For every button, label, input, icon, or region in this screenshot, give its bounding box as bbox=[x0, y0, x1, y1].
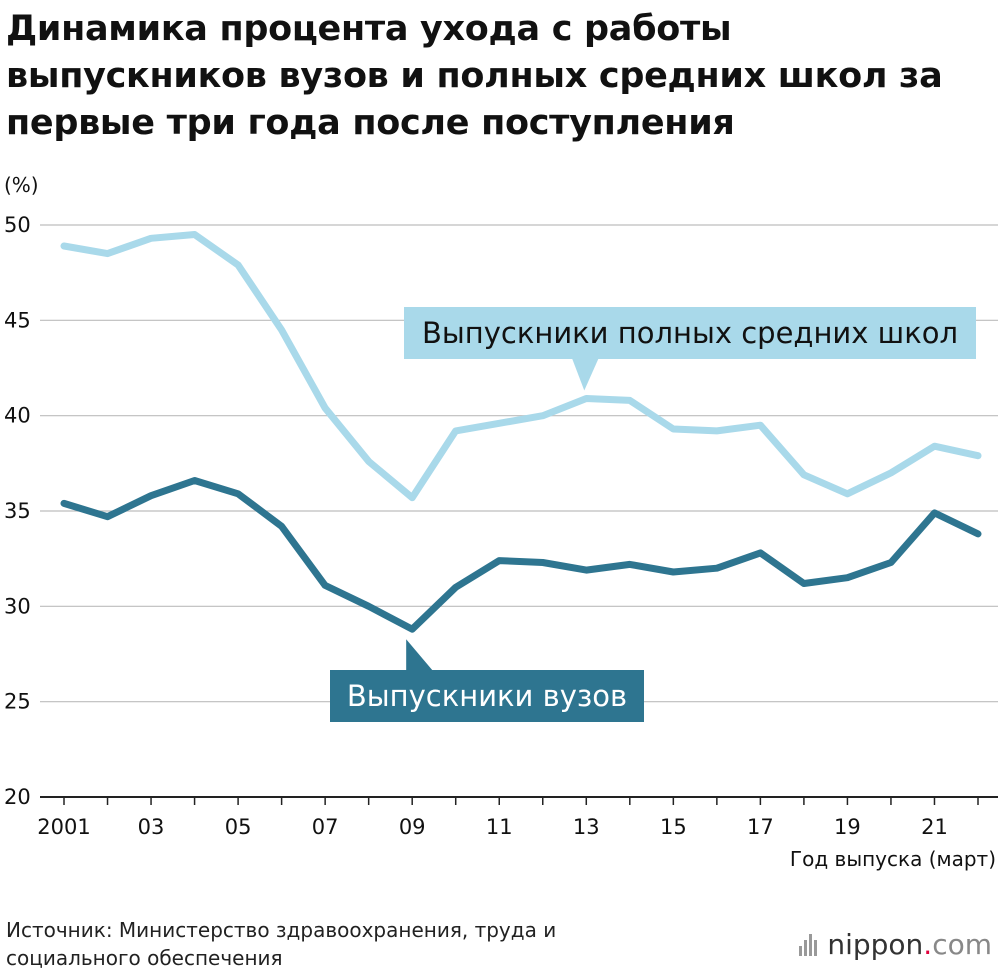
x-tick-label: 07 bbox=[312, 815, 339, 839]
brand-dot: . bbox=[923, 928, 933, 961]
series-label: Выпускники вузов bbox=[347, 679, 627, 713]
y-axis: 50 45 40 35 30 25 20 bbox=[4, 213, 31, 809]
brand-suffix: com bbox=[932, 928, 992, 961]
gridlines bbox=[40, 224, 998, 798]
y-tick-label: 35 bbox=[4, 499, 31, 523]
callout-0: Выпускники полных средних школ bbox=[404, 307, 976, 391]
x-tick-label: 03 bbox=[138, 815, 165, 839]
series-lines bbox=[60, 231, 982, 633]
x-tick-label: 11 bbox=[486, 815, 513, 839]
callout-box bbox=[404, 307, 976, 359]
brand-logo: nippon. com bbox=[799, 928, 992, 961]
y-tick-label: 45 bbox=[4, 308, 31, 332]
x-tick-label: 19 bbox=[834, 815, 861, 839]
chart-title: Динамика процента ухода с работы выпускн… bbox=[6, 9, 943, 143]
callout-1: Выпускники вузов bbox=[330, 639, 644, 722]
brand-name: nippon bbox=[827, 928, 924, 961]
series-line-0 bbox=[60, 231, 982, 502]
callout-box bbox=[330, 670, 644, 722]
series-callouts: Выпускники полных средних школ Выпускники… bbox=[330, 307, 976, 722]
x-axis: 2001 03 05 07 09 11 13 15 17 19 21 bbox=[37, 797, 979, 839]
brand-bars-icon bbox=[799, 933, 819, 956]
x-tick-label: 17 bbox=[747, 815, 774, 839]
y-tick-label: 40 bbox=[4, 404, 31, 428]
x-tick-label: 05 bbox=[225, 815, 252, 839]
x-tick-label: 09 bbox=[399, 815, 426, 839]
series-label: Выпускники полных средних школ bbox=[422, 316, 958, 350]
series-line-1 bbox=[60, 477, 982, 633]
y-tick-label: 20 bbox=[4, 785, 31, 809]
y-tick-label: 50 bbox=[4, 213, 31, 237]
y-tick-label: 25 bbox=[4, 690, 31, 714]
callout-pointer bbox=[406, 639, 433, 670]
x-tick-label: 21 bbox=[921, 815, 948, 839]
callout-pointer bbox=[572, 359, 599, 391]
x-tick-label: 15 bbox=[660, 815, 687, 839]
x-tick-label: 2001 bbox=[37, 815, 90, 839]
y-axis-unit: (%) bbox=[4, 173, 39, 197]
x-axis-label: Год выпуска (март) bbox=[790, 847, 996, 871]
source-note: Источник: Министерство здравоохранения, … bbox=[6, 918, 557, 970]
x-tick-label: 13 bbox=[573, 815, 600, 839]
y-tick-label: 30 bbox=[4, 594, 31, 618]
